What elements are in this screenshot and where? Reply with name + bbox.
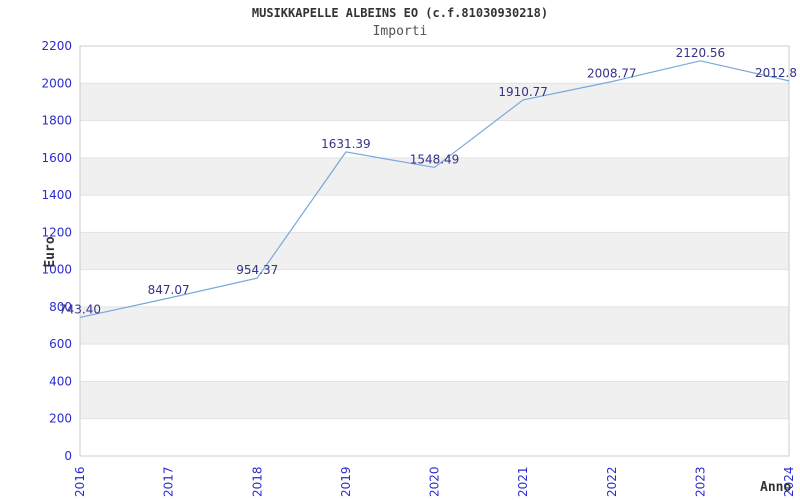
point-label: 1631.39 <box>321 137 371 151</box>
data-line <box>79 60 790 319</box>
plot-band <box>80 344 789 382</box>
point-label: 1548.49 <box>410 152 460 166</box>
y-tick-label: 0 <box>64 449 72 463</box>
plot-band <box>80 157 789 196</box>
y-tick-label: 800 <box>49 300 72 314</box>
point-label: 743.40 <box>59 302 101 316</box>
x-tick-label: 2016 <box>73 466 87 497</box>
point-label: 1910.77 <box>498 85 548 99</box>
y-tick-label: 1200 <box>41 225 72 239</box>
plot-band <box>80 269 789 307</box>
point-label: 2008.77 <box>587 67 637 81</box>
x-tick-label: 2022 <box>605 466 619 497</box>
x-tick-label: 2017 <box>162 466 176 497</box>
chart-subtitle: Importi <box>372 24 428 39</box>
plot-band <box>80 418 789 456</box>
y-tick-label: 1400 <box>41 188 72 202</box>
x-tick-label: 2024 <box>782 466 796 497</box>
plot-band <box>80 306 789 345</box>
y-tick-label: 1600 <box>41 151 72 165</box>
y-tick-label: 400 <box>49 374 72 388</box>
y-tick-label: 2000 <box>41 76 72 90</box>
plot-band <box>80 120 789 158</box>
plot-band <box>80 46 789 84</box>
chart-title: MUSIKKAPELLE ALBEINS EO (c.f.81030930218… <box>251 6 549 20</box>
point-label: 954.37 <box>236 263 278 277</box>
x-tick-label: 2021 <box>516 466 530 497</box>
plot-band <box>80 232 789 270</box>
y-tick-label: 1800 <box>41 114 72 128</box>
x-axis-title: Anno <box>760 480 792 495</box>
x-tick-label: 2020 <box>428 466 442 497</box>
plot-band <box>80 83 789 121</box>
plot-border <box>79 45 790 457</box>
point-label: 2012.8 <box>755 66 797 80</box>
x-tick-label: 2019 <box>339 466 353 497</box>
y-axis-title: Euro <box>43 236 58 268</box>
plot-band <box>80 195 789 233</box>
x-tick-label: 2023 <box>693 466 707 497</box>
y-tick-label: 200 <box>49 412 72 426</box>
point-label: 2120.56 <box>676 46 726 60</box>
plot-band <box>80 381 789 419</box>
y-tick-label: 1000 <box>41 263 72 277</box>
y-tick-label: 600 <box>49 337 72 351</box>
x-tick-label: 2018 <box>250 466 264 497</box>
y-tick-label: 2200 <box>41 39 72 53</box>
point-label: 847.07 <box>148 283 190 297</box>
